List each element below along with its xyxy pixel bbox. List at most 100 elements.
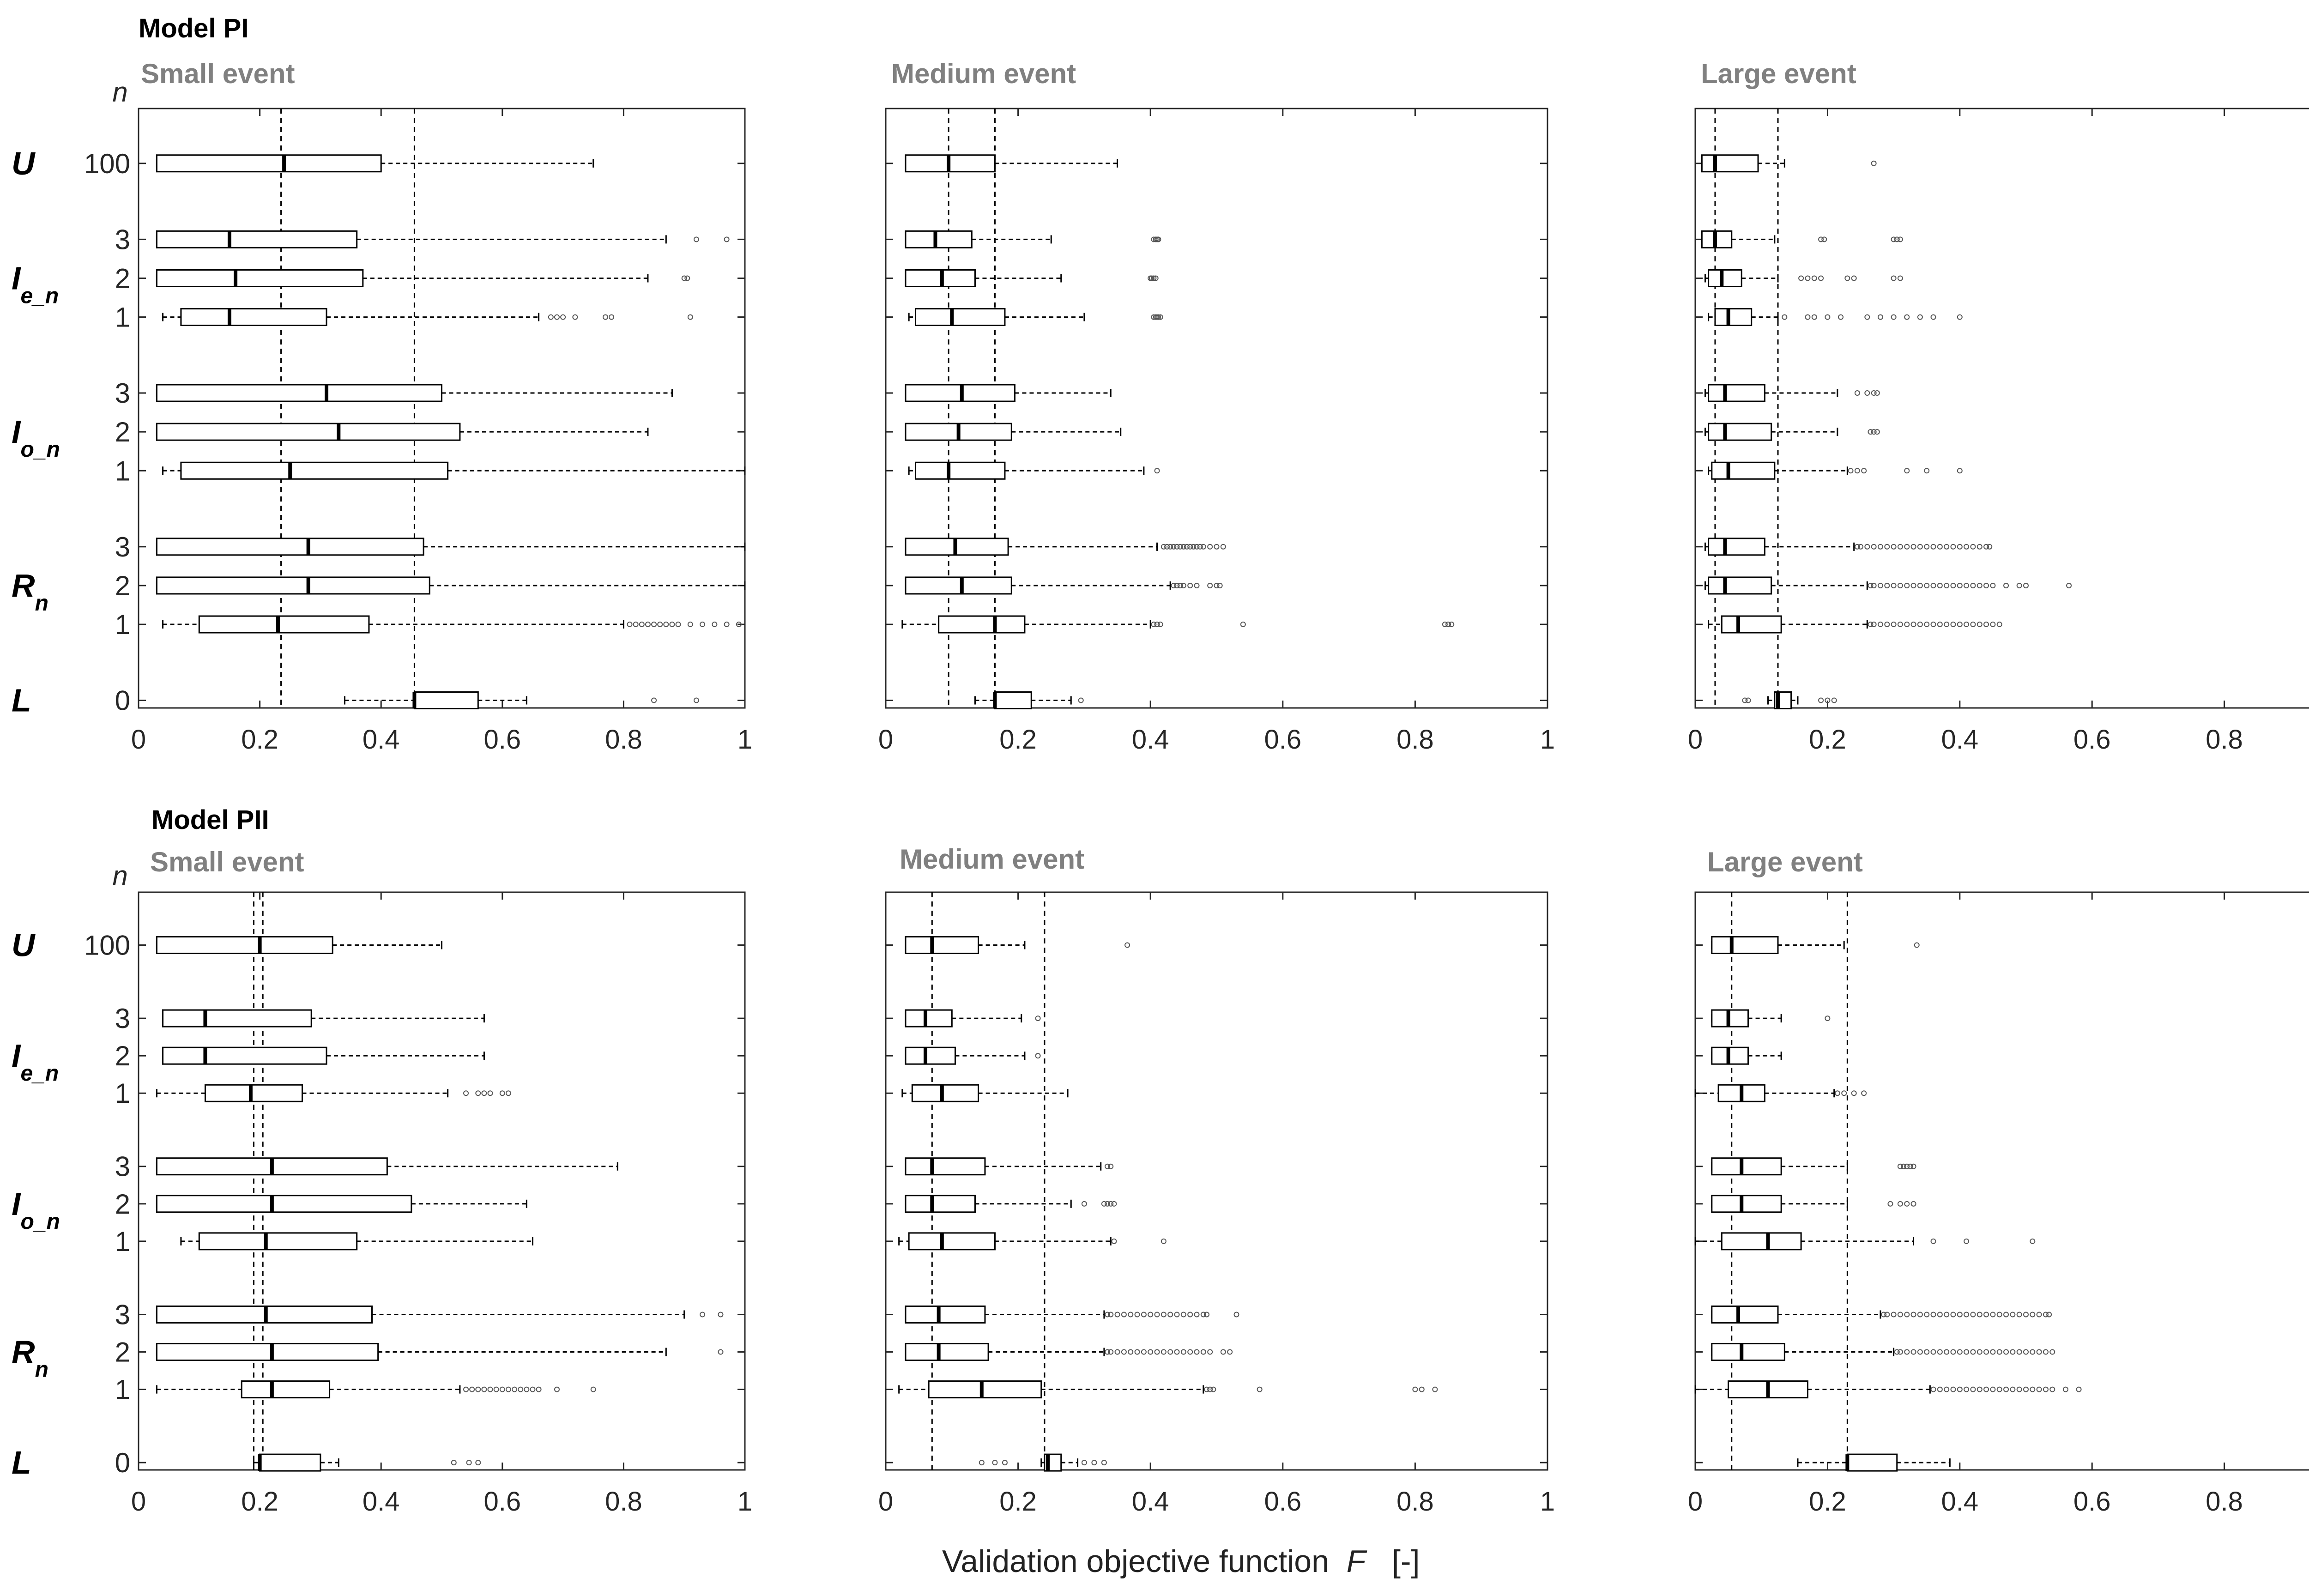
x-tick-label: 0.8 xyxy=(1396,725,1434,755)
outlier-point xyxy=(1194,1349,1200,1355)
box-iqr xyxy=(156,230,358,248)
outlier-point xyxy=(1157,314,1163,320)
x-tick-label: 0.8 xyxy=(605,1487,642,1517)
outlier-point xyxy=(1174,1312,1180,1318)
outlier-point xyxy=(2049,1386,2055,1392)
box-iqr xyxy=(156,384,442,402)
outlier-point xyxy=(1930,314,1936,320)
x-tick-label: 0.2 xyxy=(999,725,1037,755)
outlier-point xyxy=(1148,1349,1154,1355)
box-R-3 xyxy=(905,1305,1239,1324)
panel-pi-large: 00.20.40.60.81 xyxy=(1688,108,2309,755)
outlier-point xyxy=(475,1460,481,1466)
outlier-point xyxy=(1432,1386,1438,1392)
outlier-point xyxy=(1996,1312,2002,1318)
outlier-point xyxy=(1204,1312,1210,1318)
outlier-point xyxy=(1108,1312,1114,1318)
box-U-100 xyxy=(156,936,442,954)
box-R-3 xyxy=(1711,1305,2052,1324)
outlier-point xyxy=(487,1386,493,1392)
outlier-point xyxy=(1996,1349,2002,1355)
outlier-point xyxy=(1200,544,1206,550)
box-Ie-1 xyxy=(908,308,1163,326)
outlier-point xyxy=(693,697,699,703)
outlier-point xyxy=(1910,1201,1916,1207)
x-tick-label: 0 xyxy=(1688,725,1703,755)
outlier-point xyxy=(463,1386,469,1392)
outlier-point xyxy=(1164,544,1170,550)
x-axis-label-symbol: F xyxy=(1346,1544,1366,1579)
outlier-point xyxy=(1937,1349,1943,1355)
outlier-point xyxy=(1877,582,1883,588)
box-Ie-2 xyxy=(1711,1046,1782,1065)
panel-pii-medium: 0 0.2 0.4 0.6 0.8 1 xyxy=(878,891,1555,1517)
outlier-point xyxy=(1831,697,1837,703)
outlier-point xyxy=(1002,1460,1008,1466)
outlier-point xyxy=(1861,1090,1867,1096)
box-Io-3 xyxy=(1704,384,1880,402)
box-Io-3 xyxy=(1711,1157,1916,1176)
outlier-point xyxy=(2043,1386,2049,1392)
outlier-point xyxy=(1944,582,1950,588)
outlier-point xyxy=(1207,544,1213,550)
outlier-point xyxy=(2043,1312,2049,1318)
box-Io-2 xyxy=(1711,1195,1916,1213)
panel-title-pi-medium: Medium event xyxy=(891,58,1076,89)
outlier-point xyxy=(1970,1312,1976,1318)
n-label: 3 xyxy=(115,532,130,562)
box-iqr xyxy=(198,615,370,634)
box-Io-3 xyxy=(905,1157,1114,1176)
outlier-point xyxy=(481,1090,487,1096)
x-tick-label: 0 xyxy=(131,725,146,755)
outlier-point xyxy=(1970,1349,1976,1355)
group-label: Io_n xyxy=(12,414,60,462)
box-iqr xyxy=(1711,461,1776,480)
outlier-point xyxy=(1177,544,1183,550)
x-tick-label: 0.4 xyxy=(363,1487,400,1517)
outlier-point xyxy=(2016,1349,2022,1355)
group-label-main: I xyxy=(12,414,21,450)
outlier-point xyxy=(1081,1460,1087,1466)
outlier-point xyxy=(1904,314,1910,320)
outlier-point xyxy=(1078,697,1084,703)
model-title-pi: Model PI xyxy=(139,13,249,43)
outlier-point xyxy=(1884,582,1890,588)
n-label: 1 xyxy=(115,302,130,333)
x-tick-label: 0.4 xyxy=(1132,725,1169,755)
outlier-point xyxy=(1964,582,1970,588)
outlier-point xyxy=(1151,275,1157,281)
outlier-point xyxy=(1957,1349,1963,1355)
outlier-point xyxy=(1877,314,1883,320)
outlier-point xyxy=(1874,390,1880,396)
box-Ie-1 xyxy=(156,1084,511,1102)
n-header: n xyxy=(112,860,127,891)
outlier-point xyxy=(1868,429,1874,435)
outlier-point xyxy=(505,1090,511,1096)
outlier-point xyxy=(1121,1312,1127,1318)
n-label: 3 xyxy=(115,1151,130,1182)
n-label: 0 xyxy=(115,1447,130,1478)
group-label-sub: n xyxy=(35,591,48,616)
outlier-point xyxy=(1990,582,1996,588)
group-label-main: I xyxy=(12,1038,21,1074)
outlier-point xyxy=(1970,544,1976,550)
x-axis-label-text: Validation objective function xyxy=(942,1544,1329,1579)
box-Ie-1 xyxy=(162,308,693,326)
outlier-point xyxy=(1891,582,1897,588)
outlier-point xyxy=(1035,1053,1041,1059)
outlier-point xyxy=(1864,390,1870,396)
outlier-point xyxy=(1207,1349,1213,1355)
box-iqr xyxy=(198,1232,358,1251)
outlier-point xyxy=(718,1312,724,1318)
outlier-point xyxy=(1917,1312,1923,1318)
x-tick-label: 0.2 xyxy=(999,1487,1037,1517)
box-iqr xyxy=(1708,384,1765,402)
outlier-point xyxy=(1924,622,1930,628)
x-tick-label: 0 xyxy=(131,1487,146,1517)
outlier-point xyxy=(2046,1312,2052,1318)
outlier-point xyxy=(1174,544,1180,550)
outlier-point xyxy=(1924,1349,1930,1355)
outlier-point xyxy=(1412,1386,1418,1392)
